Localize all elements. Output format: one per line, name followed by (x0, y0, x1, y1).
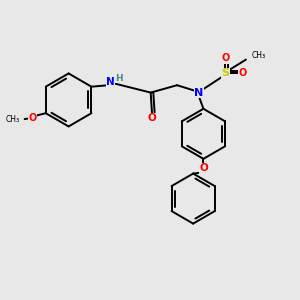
Text: O: O (148, 113, 157, 123)
Text: H: H (115, 74, 123, 83)
Text: N: N (194, 88, 204, 98)
Text: S: S (221, 68, 230, 78)
Text: O: O (28, 112, 37, 123)
Text: O: O (238, 68, 247, 78)
Text: CH₃: CH₃ (6, 116, 20, 124)
Text: O: O (221, 53, 230, 63)
Text: O: O (199, 163, 208, 173)
Text: N: N (106, 77, 115, 87)
Text: CH₃: CH₃ (252, 51, 266, 60)
